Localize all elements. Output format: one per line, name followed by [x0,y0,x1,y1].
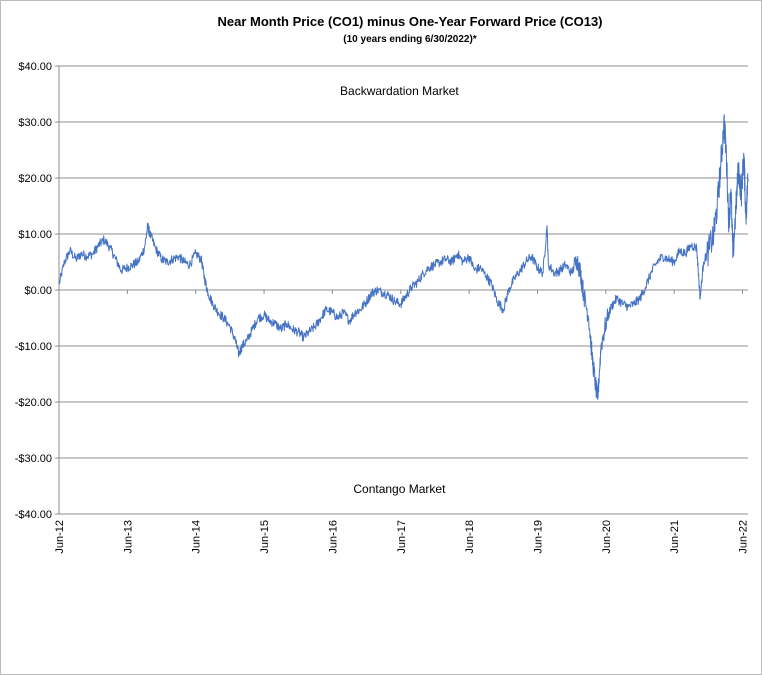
gridlines [59,65,748,459]
x-tick-label: Jun-14 [191,520,203,554]
x-tick-label: Jun-21 [669,520,681,554]
x-tick-label: Jun-13 [122,520,134,554]
y-tick-label: $0.00 [24,285,52,297]
x-tick-label: Jun-18 [464,520,476,554]
y-tick-label: -$10.00 [15,341,52,353]
series [58,114,749,400]
chart-subtitle: (10 years ending 6/30/2022)* [343,34,477,45]
y-tick-label: -$40.00 [15,509,52,521]
x-tick-label: Jun-17 [396,520,408,554]
y-tick-label: -$30.00 [15,453,52,465]
x-tick-label: Jun-22 [738,520,750,554]
x-tick-label: Jun-15 [259,520,271,554]
y-tick-label: $20.00 [18,173,52,185]
annotation-label: Contango Market [353,482,446,496]
x-tick-label: Jun-16 [327,520,339,554]
y-tick-label: $10.00 [18,229,52,241]
x-tick-label: Jun-12 [54,520,66,554]
y-tick-label: -$20.00 [15,397,52,409]
y-tick-label: $30.00 [18,117,52,129]
chart-title: Near Month Price (CO1) minus One-Year Fo… [217,14,602,29]
axes [55,65,748,515]
y-axis-tick-labels: $40.00 $30.00 $20.00 $10.00 $0.00 -$10.00 -$20… [15,61,52,521]
annotation-label: Backwardation Market [340,84,459,98]
x-tick-label: Jun-20 [601,520,613,554]
x-tick-label: Jun-19 [532,520,544,554]
x-axis-tick-labels: Jun-12 Jun-13 Jun-14 Jun-15 Jun-16 Jun-17 Jun-… [54,520,750,554]
annotations: Backwardation Market Contango Market [340,84,459,496]
y-tick-label: $40.00 [18,61,52,73]
series-line-0 [58,114,749,400]
